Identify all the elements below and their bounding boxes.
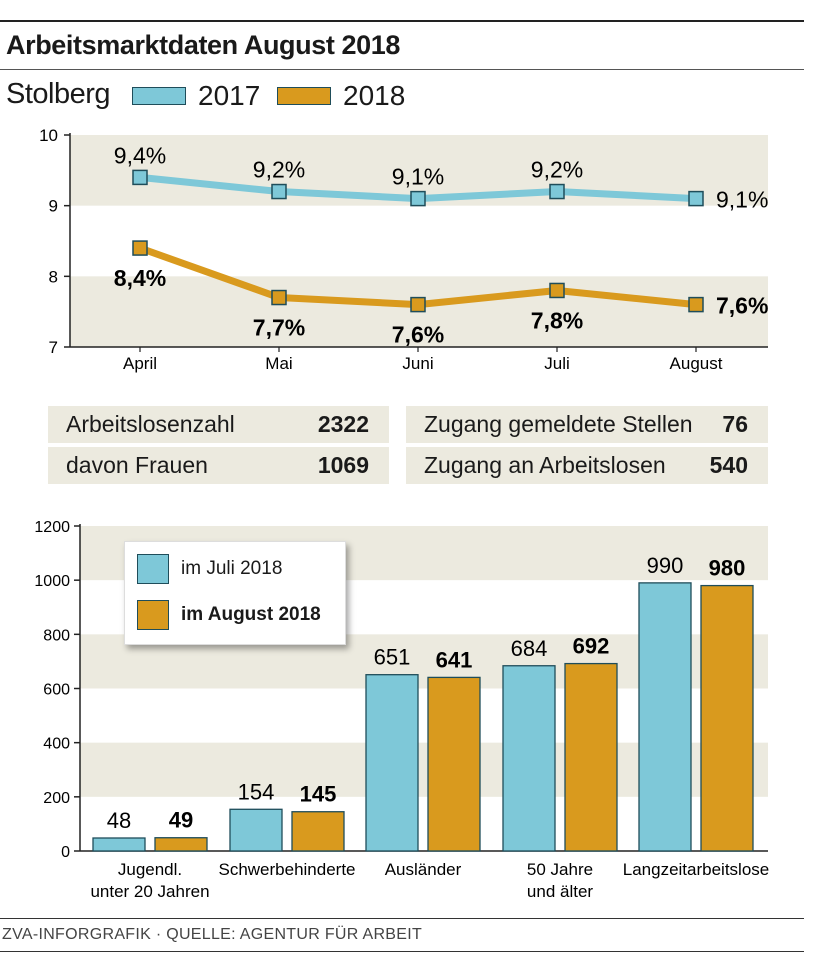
stat-box-zugang-arbeitslose: Zugang an Arbeitslosen 540	[406, 447, 768, 484]
stat-label: Arbeitslosenzahl	[66, 411, 235, 437]
data-point	[410, 296, 426, 313]
stat-label: Zugang an Arbeitslosen	[424, 452, 666, 478]
x-category-label: und älter	[527, 882, 593, 901]
bar-value-label: 145	[300, 782, 337, 807]
x-category-label: Schwerbehinderte	[218, 860, 355, 879]
bar-legend: im Juli 2018 im August 2018	[124, 541, 346, 645]
y-tick-label: 9	[49, 197, 58, 216]
data-point	[688, 190, 704, 207]
chart-subtitle: Stolberg	[6, 78, 111, 110]
y-tick-label: 0	[61, 844, 70, 861]
stat-box-zugang-stellen: Zugang gemeldete Stellen 76	[406, 406, 768, 443]
y-tick-label: 8	[49, 267, 58, 286]
y-tick-label: 800	[43, 627, 70, 644]
data-label: 9,2%	[531, 157, 583, 183]
bar-august	[154, 837, 208, 852]
legend-label-2018: 2018	[343, 80, 406, 111]
data-label: 7,8%	[531, 307, 583, 333]
bar-value-label: 651	[374, 645, 411, 670]
footer-source: ZVA-INFORGRAFIK · QUELLE: AGENTUR FÜR AR…	[2, 926, 423, 943]
data-label: 7,7%	[253, 315, 305, 341]
data-label: 7,6%	[392, 322, 444, 348]
data-point	[549, 282, 565, 299]
title-rule	[0, 69, 804, 70]
x-tick-label: Mai	[265, 354, 292, 373]
x-tick-label: April	[123, 354, 157, 373]
bar-value-label: 692	[573, 634, 610, 659]
stat-value: 540	[709, 452, 748, 478]
bar-juli	[502, 665, 556, 852]
bar-value-label: 990	[647, 553, 684, 578]
legend-item-2018: 2018	[277, 80, 405, 112]
stat-value: 76	[722, 411, 748, 437]
x-tick-label: August	[670, 354, 723, 373]
data-label: 7,6%	[716, 293, 768, 319]
data-label: 9,2%	[253, 157, 305, 183]
data-point	[132, 169, 148, 186]
bar-juli	[92, 837, 146, 852]
stat-box-davon-frauen: davon Frauen 1069	[48, 447, 389, 484]
bar-value-label: 49	[169, 808, 193, 833]
bar-value-label: 154	[238, 779, 275, 804]
footer-rule-bottom	[0, 951, 804, 952]
legend-item-2017: 2017	[132, 80, 260, 112]
bar-august	[564, 662, 618, 852]
bar-august	[291, 811, 345, 852]
footer-rule-top	[0, 918, 804, 919]
legend-swatch-2018	[277, 87, 331, 105]
stat-label: Zugang gemeldete Stellen	[424, 411, 693, 437]
bar-value-label: 641	[436, 647, 473, 672]
line-chart: 7 8 9 10 April Mai Juni Juli August 9,4% 9,2% 9,1% 9…	[39, 126, 768, 373]
y-tick-label: 400	[43, 736, 70, 753]
stat-box-arbeitslosenzahl: Arbeitslosenzahl 2322	[48, 406, 389, 443]
data-label: 9,1%	[392, 164, 444, 190]
data-point	[271, 183, 287, 200]
bar-legend-item-august: im August 2018	[137, 600, 321, 630]
data-point	[132, 240, 148, 256]
bar-juli	[229, 808, 283, 852]
data-point	[410, 190, 426, 207]
stat-value: 1069	[317, 452, 369, 478]
data-label: 9,4%	[114, 142, 166, 168]
y-tick-label: 600	[43, 682, 70, 699]
bar-august	[427, 676, 481, 852]
bar-juli	[638, 582, 692, 852]
legend-label-2017: 2017	[198, 80, 261, 111]
x-category-label: Langzeitarbeitslose	[623, 860, 769, 879]
data-point	[549, 183, 565, 200]
bar-august	[700, 584, 754, 852]
x-category-label: unter 20 Jahren	[90, 882, 209, 901]
chart-title: Arbeitsmarktdaten August 2018	[6, 30, 401, 60]
x-tick-label: Juli	[544, 354, 570, 373]
x-category-label: Jugendl.	[118, 860, 182, 879]
legend-swatch-august	[137, 600, 169, 630]
bar-value-label: 980	[709, 556, 746, 581]
stat-label: davon Frauen	[66, 452, 208, 478]
bar-value-label: 48	[107, 808, 131, 833]
data-label: 8,4%	[114, 265, 166, 291]
legend-label-august: im August 2018	[181, 604, 321, 625]
legend-label-juli: im Juli 2018	[181, 558, 283, 579]
top-rule	[0, 20, 804, 22]
bar-legend-item-juli: im Juli 2018	[137, 554, 282, 584]
data-point	[271, 289, 287, 306]
y-tick-label: 10	[39, 126, 58, 145]
x-tick-label: Juni	[402, 354, 433, 373]
data-label: 9,1%	[716, 187, 768, 213]
bar-juli	[365, 674, 419, 852]
y-tick-label: 1200	[34, 519, 70, 536]
stat-value: 2322	[317, 411, 369, 437]
y-tick-label: 200	[43, 790, 70, 807]
x-category-label: Ausländer	[385, 860, 462, 879]
x-category-label: 50 Jahre	[527, 860, 593, 879]
legend-swatch-juli	[137, 554, 169, 584]
y-tick-label: 7	[49, 338, 58, 357]
data-point	[688, 296, 704, 313]
legend-swatch-2017	[132, 87, 186, 105]
y-tick-label: 1000	[34, 573, 70, 590]
bar-chart: 0 200 400 600 800 1000 1200 48 49 Jugendl. unter 2…	[34, 519, 769, 901]
bar-value-label: 684	[511, 636, 548, 661]
